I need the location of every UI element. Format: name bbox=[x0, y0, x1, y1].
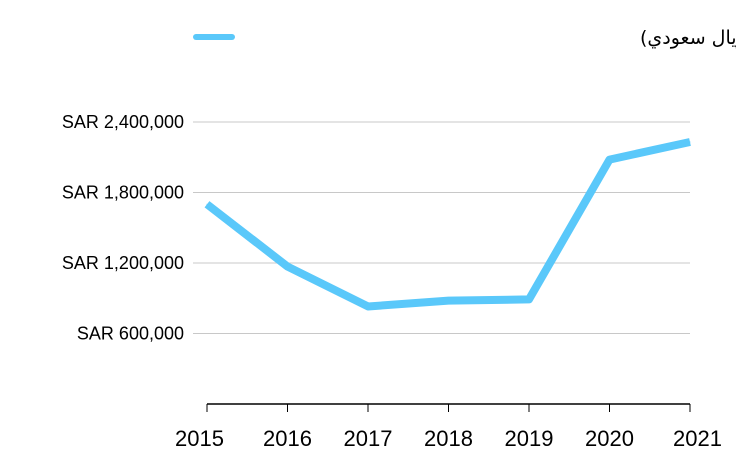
y-axis-ticks: SAR 600,000 SAR 1,200,000 SAR 1,800,000 SAR… bbox=[62, 112, 184, 344]
x-tick-label: 2019 bbox=[505, 426, 554, 451]
x-tick-label: 2017 bbox=[344, 426, 393, 451]
data-point bbox=[287, 266, 288, 268]
y-tick-label: SAR 1,200,000 bbox=[62, 253, 184, 273]
series-line bbox=[204, 138, 691, 311]
data-point bbox=[448, 300, 449, 302]
legend: قيمة الأسهم المتداولة (مليون ريال سعودي) bbox=[193, 26, 736, 49]
y-tick-label: SAR 1,800,000 bbox=[62, 183, 184, 203]
data-point bbox=[367, 305, 369, 307]
x-tick-label: 2015 bbox=[175, 426, 224, 451]
x-tick-label: 2016 bbox=[263, 426, 312, 451]
x-tick-label: 2018 bbox=[424, 426, 473, 451]
data-point bbox=[689, 141, 691, 143]
data-point bbox=[206, 203, 208, 205]
series-group bbox=[204, 138, 691, 311]
y-tick-label: SAR 2,400,000 bbox=[62, 112, 184, 132]
x-tick-label: 2020 bbox=[585, 426, 634, 451]
y-tick-label: SAR 600,000 bbox=[77, 324, 184, 344]
data-point bbox=[609, 159, 610, 161]
gridlines bbox=[193, 121, 690, 334]
x-tick-label: 2021 bbox=[673, 426, 722, 451]
x-axis-ticks: 2015 2016 2017 2018 2019 2020 2021 bbox=[175, 404, 722, 451]
legend-label: قيمة الأسهم المتداولة (مليون ريال سعودي) bbox=[640, 26, 736, 49]
data-point bbox=[528, 298, 530, 300]
